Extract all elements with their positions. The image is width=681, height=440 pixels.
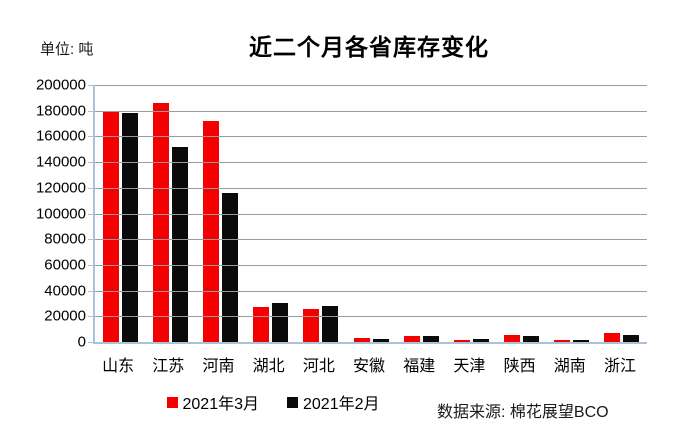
y-axis-label: 160000 bbox=[35, 127, 86, 145]
y-axis-label: 80000 bbox=[44, 230, 86, 248]
bar bbox=[623, 334, 640, 342]
bar bbox=[573, 339, 590, 342]
bar bbox=[303, 308, 320, 342]
bar bbox=[121, 113, 138, 342]
bar-group-2 bbox=[195, 85, 245, 342]
bar bbox=[202, 120, 219, 342]
bar bbox=[171, 146, 188, 342]
bar-group-7 bbox=[446, 85, 496, 342]
legend-label: 2021年3月 bbox=[182, 396, 260, 413]
x-axis-label: 安徽 bbox=[353, 358, 386, 375]
legend-swatch-icon bbox=[166, 396, 178, 408]
y-axis-tick bbox=[88, 316, 93, 318]
gridline bbox=[95, 136, 647, 138]
gridline bbox=[95, 162, 647, 164]
bar bbox=[453, 340, 470, 342]
y-axis: 200000 180000 160000 140000 120000 100000 8000… bbox=[0, 77, 86, 351]
y-axis-label: 200000 bbox=[35, 76, 86, 94]
y-axis-tick bbox=[88, 213, 93, 215]
x-axis-label: 福建 bbox=[403, 358, 436, 375]
bar bbox=[604, 332, 621, 342]
y-axis-label: 20000 bbox=[44, 307, 86, 325]
x-axis-label: 河北 bbox=[302, 358, 335, 375]
bar bbox=[152, 103, 169, 342]
bar-group-9 bbox=[547, 85, 597, 342]
y-axis-label: 180000 bbox=[35, 102, 86, 120]
y-axis-label: 0 bbox=[77, 333, 86, 351]
legend-swatch-icon bbox=[287, 396, 298, 408]
y-axis-tick bbox=[88, 290, 93, 292]
bar bbox=[322, 306, 339, 342]
y-axis-label: 40000 bbox=[44, 282, 86, 300]
y-axis-tick bbox=[88, 264, 93, 266]
gridline bbox=[95, 239, 647, 241]
bar-group-8 bbox=[497, 85, 547, 342]
unit-label: 单位: 吨 bbox=[40, 41, 94, 58]
y-axis-label: 120000 bbox=[35, 179, 86, 197]
gridline bbox=[95, 85, 647, 86]
bar-group-3 bbox=[246, 85, 296, 342]
bar bbox=[272, 302, 289, 342]
y-axis-tick bbox=[88, 110, 93, 112]
chart-title: 近二个月各省库存变化 bbox=[249, 34, 489, 60]
bar-group-5 bbox=[346, 85, 396, 342]
legend-label: 2021年2月 bbox=[303, 396, 380, 413]
y-axis-tick bbox=[88, 136, 93, 138]
bar bbox=[102, 110, 119, 342]
y-axis-tick bbox=[88, 85, 93, 86]
gridline bbox=[95, 290, 647, 292]
x-axis: 山东 江苏 河南 湖北 河北 安徽 福建 天津 陕西 湖南 浙江 bbox=[93, 352, 645, 376]
plot-area bbox=[88, 85, 647, 344]
legend-item: 2021年2月 bbox=[287, 390, 380, 414]
bar bbox=[422, 336, 439, 342]
y-axis-tick bbox=[88, 187, 93, 189]
bar bbox=[472, 338, 489, 342]
bar bbox=[221, 192, 238, 342]
x-axis-label: 天津 bbox=[453, 358, 486, 375]
y-axis-label: 100000 bbox=[35, 205, 86, 222]
bar bbox=[554, 340, 571, 342]
x-axis-label: 陕西 bbox=[503, 358, 536, 375]
y-axis-tick bbox=[88, 239, 93, 241]
bar bbox=[523, 335, 540, 342]
x-axis-label: 山东 bbox=[102, 358, 135, 375]
gridline bbox=[95, 110, 647, 112]
source-label: 数据来源: 棉花展望BCO bbox=[437, 404, 609, 421]
x-axis-label: 江苏 bbox=[152, 358, 185, 375]
bar bbox=[353, 338, 370, 342]
y-axis-label: 60000 bbox=[44, 256, 86, 274]
gridline bbox=[95, 264, 647, 266]
bar bbox=[253, 307, 270, 342]
bar-group-6 bbox=[396, 85, 446, 342]
y-axis-tick bbox=[88, 162, 93, 164]
legend-item: 2021年3月 bbox=[166, 390, 260, 414]
y-axis-tick bbox=[88, 342, 93, 343]
gridline bbox=[95, 213, 647, 215]
gridline bbox=[95, 187, 647, 189]
bar-group-10 bbox=[597, 85, 647, 342]
legend: 2021年3月 2021年2月 bbox=[93, 390, 453, 414]
bar bbox=[504, 335, 521, 342]
x-axis-label: 湖北 bbox=[252, 358, 285, 375]
bar bbox=[372, 338, 389, 342]
bar-group-0 bbox=[95, 85, 145, 342]
x-axis-label: 浙江 bbox=[603, 358, 636, 375]
bar bbox=[403, 335, 420, 342]
x-axis-label: 湖南 bbox=[553, 358, 586, 375]
y-axis-label: 140000 bbox=[35, 153, 86, 171]
x-axis-label: 河南 bbox=[202, 358, 235, 375]
gridline bbox=[95, 316, 647, 318]
